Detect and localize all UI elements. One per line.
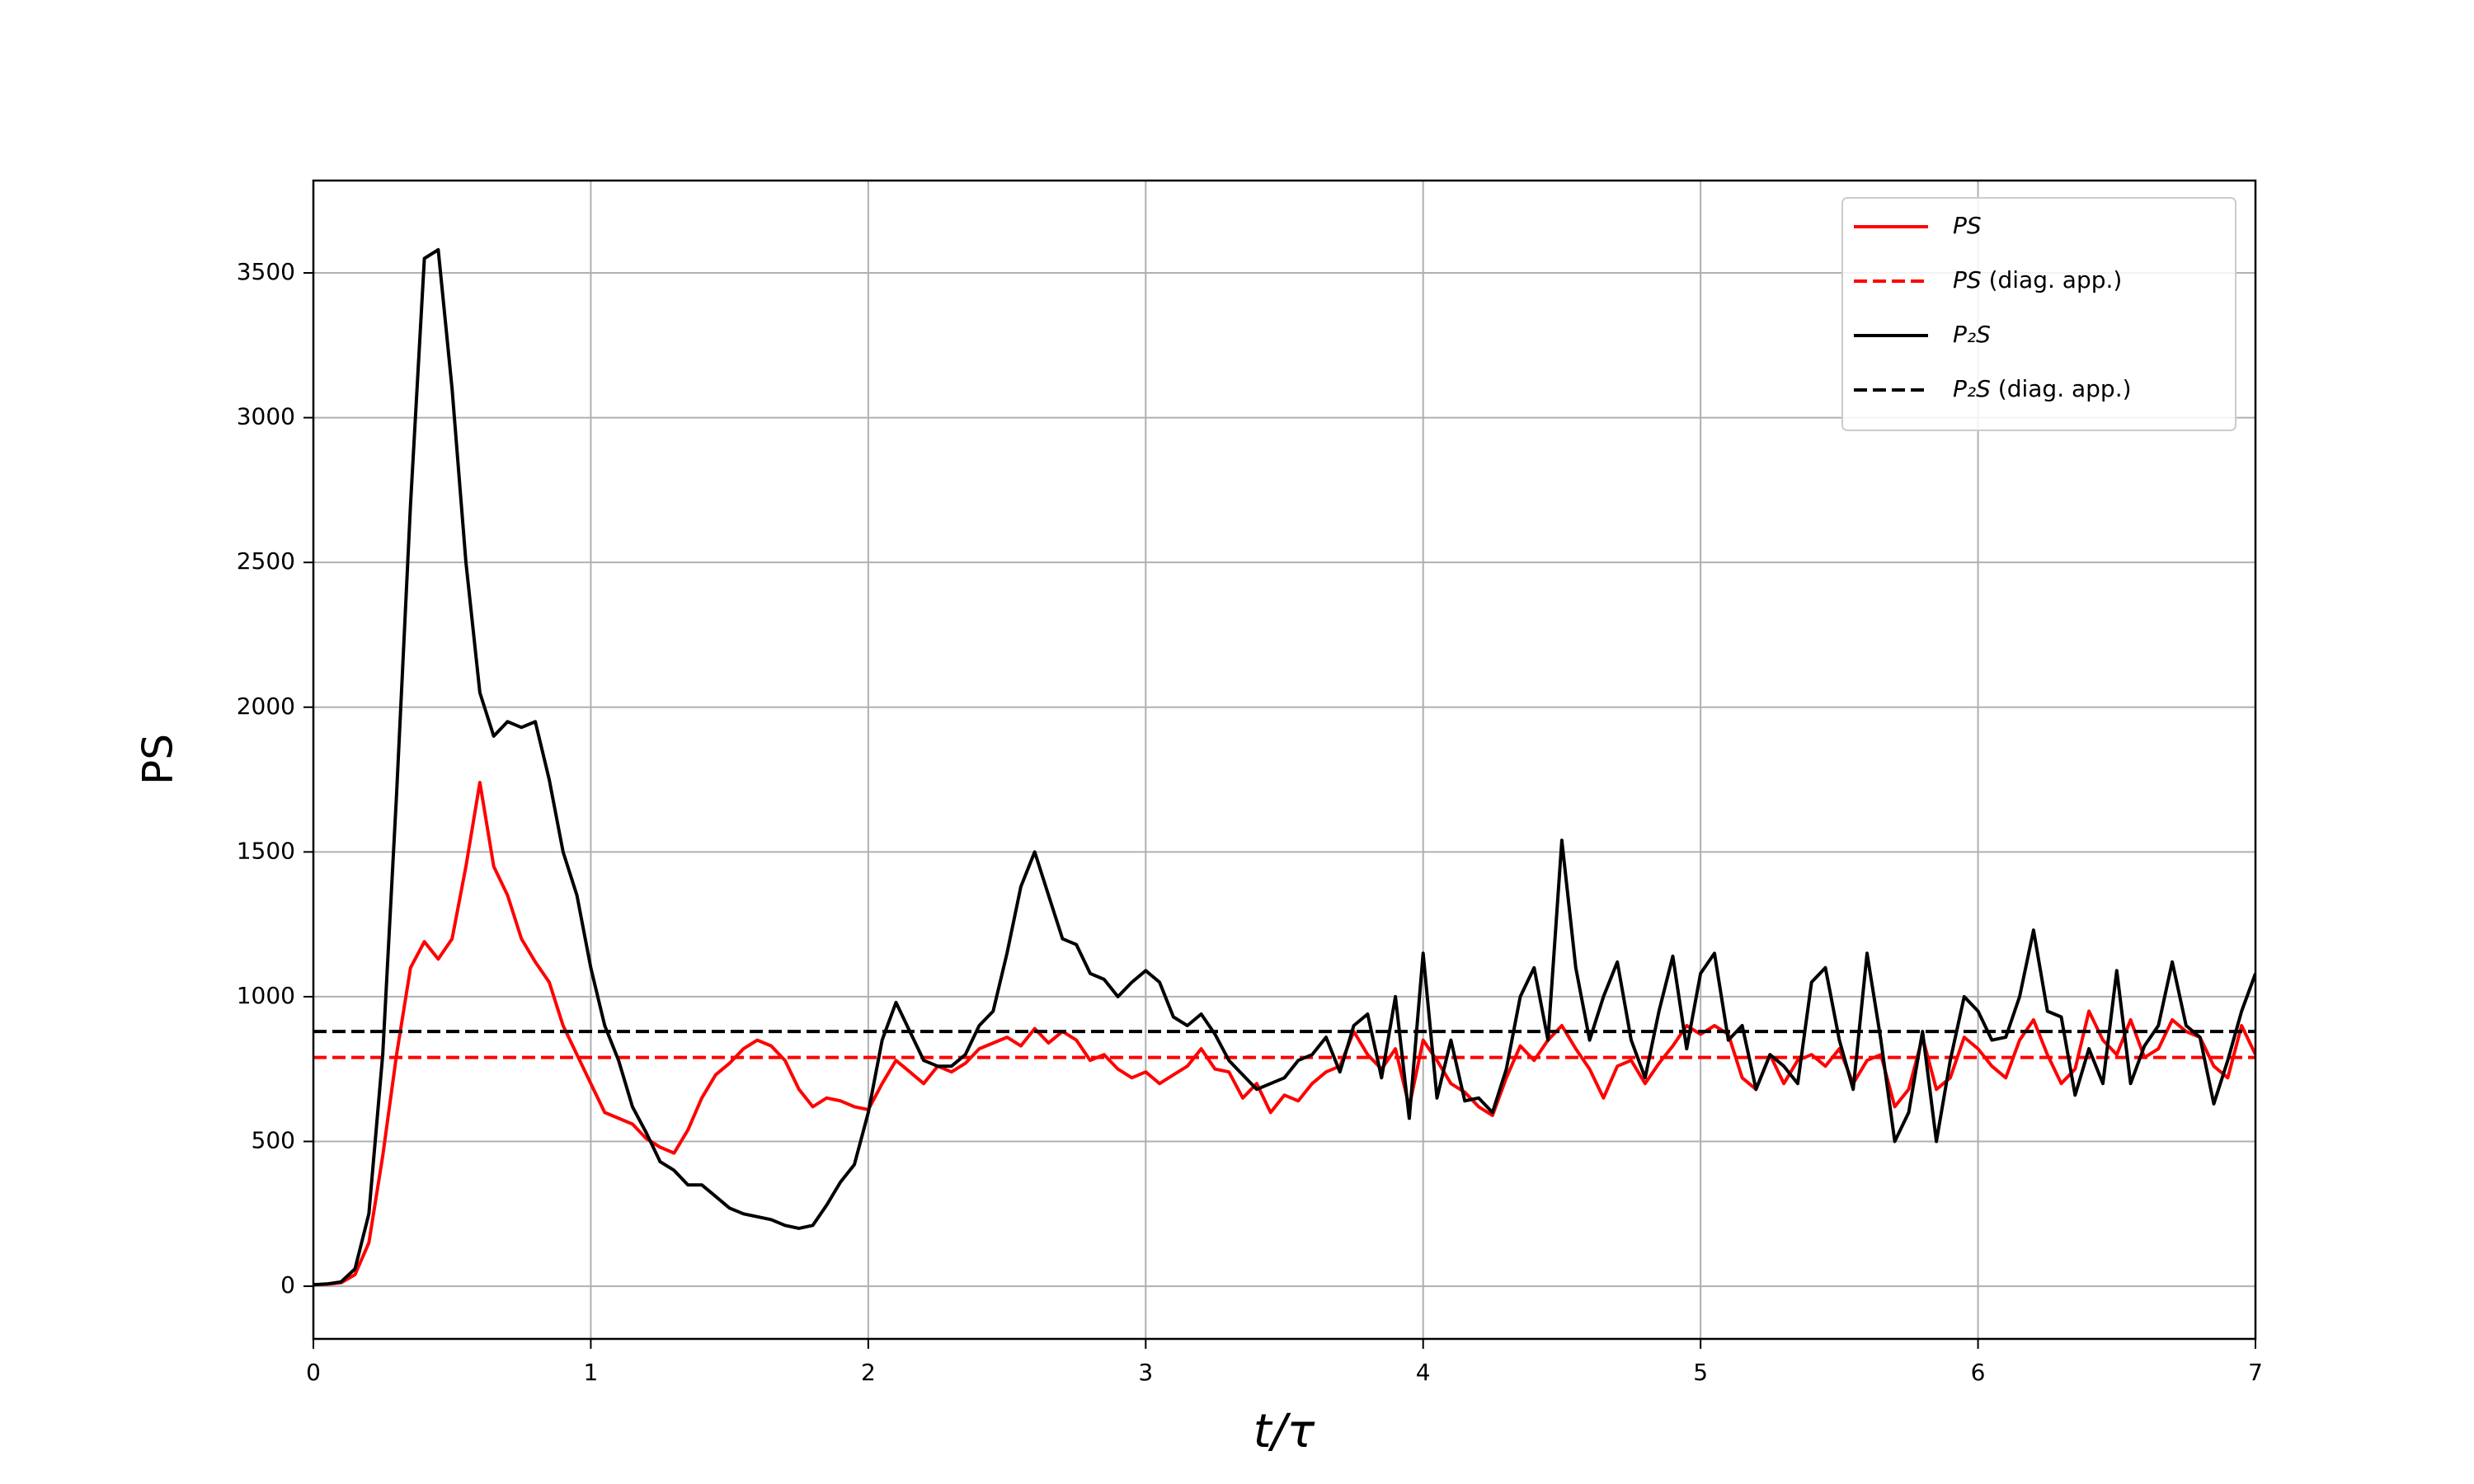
x-tick-label: 0 xyxy=(306,1359,321,1386)
x-tick-label: 2 xyxy=(861,1359,876,1386)
x-tick-label: 6 xyxy=(1971,1359,1986,1386)
x-tick-label: 5 xyxy=(1693,1359,1708,1386)
y-tick-label: 2500 xyxy=(237,547,295,575)
ticks: 0 1 2 3 4 5 6 7 0 500 1000 1500 2000 2500 3000 3500 xyxy=(237,258,2263,1386)
legend-box xyxy=(1841,197,2236,431)
legend-label: P₂S (diag. app.) xyxy=(1953,375,2132,402)
x-axis-label: t/τ xyxy=(1253,1405,1315,1458)
x-tick-label: 1 xyxy=(584,1359,599,1386)
x-tick-label: 7 xyxy=(2248,1359,2263,1386)
y-tick-label: 500 xyxy=(252,1127,295,1154)
y-tick-label: 1000 xyxy=(237,982,295,1009)
x-tick-label: 4 xyxy=(1416,1359,1431,1386)
data-line xyxy=(313,247,2255,1287)
y-tick-label: 3500 xyxy=(237,258,295,285)
legend-label: PS (diag. app.) xyxy=(1953,266,2122,294)
y-tick-label: 1500 xyxy=(237,837,295,864)
data-line xyxy=(313,781,2255,1287)
plot-area xyxy=(313,247,2255,1287)
y-tick-label: 0 xyxy=(280,1271,295,1298)
axes-frame xyxy=(312,179,2257,1341)
y-tick-label: 3000 xyxy=(237,403,295,430)
x-tick-label: 3 xyxy=(1138,1359,1153,1386)
y-axis-label: PS xyxy=(134,734,182,785)
legend: PS PS (diag. app.) P₂S P₂S (diag. app.) xyxy=(1841,197,2236,431)
y-tick-label: 2000 xyxy=(237,693,295,720)
legend-label: PS xyxy=(1953,212,1982,239)
legend-label: P₂S xyxy=(1953,321,1991,348)
